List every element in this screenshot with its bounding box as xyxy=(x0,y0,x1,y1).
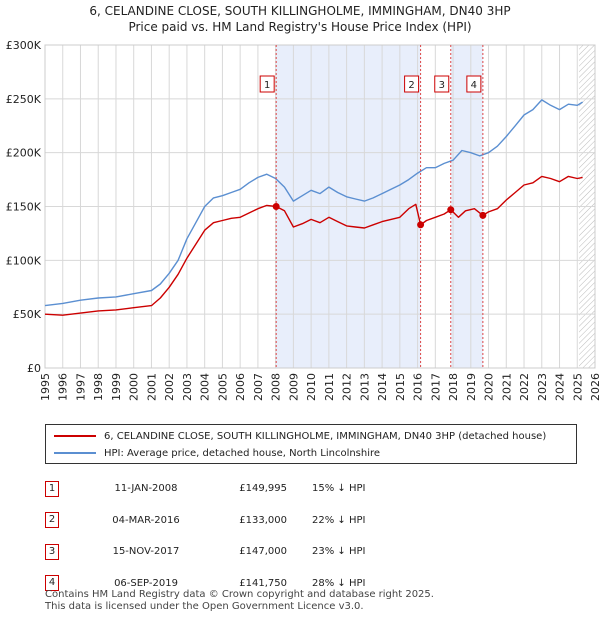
plot-border xyxy=(44,44,596,369)
sales-table: 1 11-JAN-2008 £149,995 15% ↓ HPI 2 04-MA… xyxy=(42,473,402,599)
legend-label-price: 6, CELANDINE CLOSE, SOUTH KILLINGHOLME, … xyxy=(104,430,547,442)
x-tick-label: 2011 xyxy=(323,373,336,401)
legend-swatch-price xyxy=(54,435,96,437)
sale-number-label: 3 xyxy=(439,80,445,91)
sale-point xyxy=(479,211,487,219)
table-row: 2 04-MAR-2016 £133,000 22% ↓ HPI xyxy=(42,505,402,537)
sale-hpi-diff: 15% ↓ HPI xyxy=(312,483,366,495)
sale-number-badge: 4 xyxy=(45,575,59,592)
x-tick-label: 2020 xyxy=(483,373,496,401)
price-paid-line xyxy=(44,175,583,316)
sale-price: £147,000 xyxy=(239,546,287,558)
hpi-line xyxy=(44,99,583,307)
x-tick-label: 2010 xyxy=(305,373,318,401)
sale-price: £149,995 xyxy=(239,483,287,495)
x-tick-label: 2017 xyxy=(429,373,442,401)
x-tick-label: 2025 xyxy=(571,373,584,401)
x-tick-label: 2002 xyxy=(163,373,176,401)
x-tick-label: 2006 xyxy=(234,373,247,401)
legend-item-price: 6, CELANDINE CLOSE, SOUTH KILLINGHOLME, … xyxy=(54,429,546,443)
x-tick-label: 2015 xyxy=(394,373,407,401)
table-row: 1 11-JAN-2008 £149,995 15% ↓ HPI xyxy=(42,473,402,505)
x-tick-label: 1999 xyxy=(110,373,123,401)
sale-hpi-diff: 22% ↓ HPI xyxy=(312,514,366,526)
y-tick-label: £0 xyxy=(27,362,41,375)
y-tick-label: £150K xyxy=(6,201,42,214)
sale-number-box xyxy=(259,75,275,93)
y-tick-label: £50K xyxy=(13,308,42,321)
y-tick-label: £250K xyxy=(6,93,42,106)
x-tick-label: 2014 xyxy=(376,373,389,401)
chart-title-line1: 6, CELANDINE CLOSE, SOUTH KILLINGHOLME, … xyxy=(89,4,511,18)
sale-date: 15-NOV-2017 xyxy=(112,546,180,558)
sale-hpi-diff: 23% ↓ HPI xyxy=(312,546,366,558)
footer-line1: Contains HM Land Registry data © Crown c… xyxy=(45,589,434,600)
sale-number-label: 1 xyxy=(264,80,270,91)
chart-title-line2: Price paid vs. HM Land Registry's House … xyxy=(128,20,472,34)
legend-item-hpi: HPI: Average price, detached house, Nort… xyxy=(54,446,380,460)
sale-date: 06-SEP-2019 xyxy=(114,577,178,589)
sale-number-label: 4 xyxy=(471,80,477,91)
sale-point xyxy=(417,221,425,229)
x-tick-label: 2005 xyxy=(216,373,229,401)
x-tick-label: 2009 xyxy=(287,373,300,401)
x-tick-label: 2004 xyxy=(199,373,212,401)
sale-price: £141,750 xyxy=(239,577,287,589)
legend-swatch-hpi xyxy=(54,452,96,454)
x-tick-label: 2007 xyxy=(252,373,265,401)
sale-number-badge: 2 xyxy=(45,512,59,529)
footer-line2: This data is licensed under the Open Gov… xyxy=(45,601,364,612)
sale-number-badge: 3 xyxy=(45,543,59,560)
x-tick-label: 2021 xyxy=(500,373,513,401)
sale-number-badge: 1 xyxy=(45,480,59,497)
price-chart: £0 £50K £100K £150K £200K £250K £300K 1995 1996 1… xyxy=(6,39,600,401)
x-tick-label: 1996 xyxy=(57,373,70,401)
sale-number-box xyxy=(404,75,420,93)
x-tick-label: 2016 xyxy=(412,373,425,401)
sale-date: 11-JAN-2008 xyxy=(114,483,178,495)
x-tick-label: 1997 xyxy=(74,373,87,401)
x-tick-label: 2008 xyxy=(270,373,283,401)
x-tick-label: 2000 xyxy=(128,373,141,401)
legend-label-hpi: HPI: Average price, detached house, Nort… xyxy=(104,447,381,459)
sale-hpi-diff: 28% ↓ HPI xyxy=(312,577,366,589)
x-tick-label: 2012 xyxy=(341,373,354,401)
y-tick-label: £300K xyxy=(6,39,42,52)
legend: 6, CELANDINE CLOSE, SOUTH KILLINGHOLME, … xyxy=(45,424,577,464)
x-tick-label: 1998 xyxy=(92,373,105,401)
x-tick-label: 2022 xyxy=(518,373,531,401)
y-tick-label: £100K xyxy=(6,254,42,267)
sale-point xyxy=(447,206,455,214)
x-tick-label: 2003 xyxy=(181,373,194,401)
footer: Contains HM Land Registry data © Crown c… xyxy=(45,589,434,613)
y-tick-label: £200K xyxy=(6,147,42,160)
table-row: 4 06-SEP-2019 £141,750 28% ↓ HPI xyxy=(42,568,402,600)
x-tick-label: 2026 xyxy=(589,373,600,401)
x-tick-label: 2018 xyxy=(447,373,460,401)
sale-date: 04-MAR-2016 xyxy=(112,514,180,526)
sale-price: £133,000 xyxy=(239,514,287,526)
x-tick-label: 2019 xyxy=(465,373,478,401)
x-tick-label: 1995 xyxy=(39,373,52,401)
x-tick-label: 2013 xyxy=(358,373,371,401)
sale-number-box xyxy=(434,75,450,93)
sale-point xyxy=(272,203,280,211)
sale-number-label: 2 xyxy=(408,80,414,91)
x-tick-label: 2024 xyxy=(554,373,567,401)
sale-number-box xyxy=(466,75,482,93)
x-tick-label: 2023 xyxy=(536,373,549,401)
x-tick-label: 2001 xyxy=(145,373,158,401)
table-row: 3 15-NOV-2017 £147,000 23% ↓ HPI xyxy=(42,536,402,568)
